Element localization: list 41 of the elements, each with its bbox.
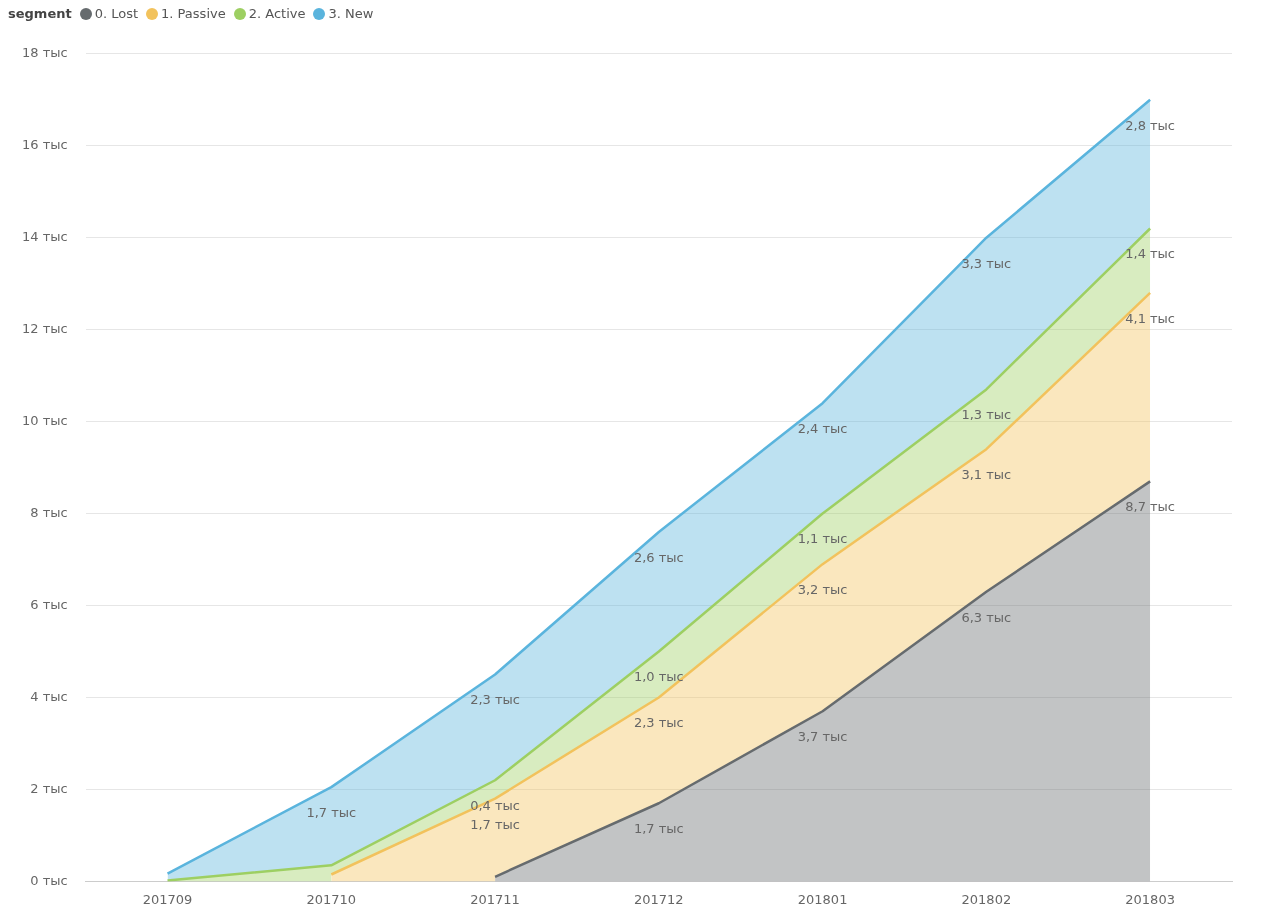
y-tick-label: 14 тыс bbox=[21, 229, 68, 245]
data-label: 8,7 тыс bbox=[1125, 499, 1176, 515]
x-tick-label: 201709 bbox=[142, 891, 193, 907]
data-label: 3,7 тыс bbox=[797, 729, 848, 745]
data-label: 2,3 тыс bbox=[470, 692, 520, 708]
y-tick-label: 2 тыс bbox=[30, 780, 68, 796]
x-tick-label: 201712 bbox=[634, 891, 684, 907]
data-label: 1,7 тыс bbox=[470, 816, 520, 832]
data-label: 3,3 тыс bbox=[961, 255, 1012, 271]
y-tick-label: 0 тыс bbox=[30, 872, 68, 888]
data-label: 1,4 тыс bbox=[1125, 246, 1176, 262]
y-tick-label: 8 тыс bbox=[30, 504, 68, 520]
y-tick-label: 12 тыс bbox=[21, 321, 68, 337]
x-tick-label: 201803 bbox=[1125, 891, 1175, 907]
y-tick-label: 18 тыс bbox=[21, 45, 68, 61]
data-label: 1,7 тыс bbox=[633, 821, 684, 837]
y-tick-label: 6 тыс bbox=[30, 596, 68, 612]
data-label: 3,2 тыс bbox=[797, 582, 848, 598]
legend-label: 0. Lost bbox=[94, 6, 139, 21]
data-label: 3,1 тыс bbox=[961, 467, 1012, 483]
data-label: 1,7 тыс bbox=[306, 805, 357, 821]
data-label: 4,1 тыс bbox=[1125, 310, 1176, 326]
legend-label: 3. New bbox=[328, 6, 374, 21]
x-tick-label: 201710 bbox=[306, 891, 357, 907]
x-tick-label: 201711 bbox=[470, 891, 520, 907]
data-label: 1,1 тыс bbox=[797, 531, 848, 547]
data-label: 2,8 тыс bbox=[1125, 117, 1176, 133]
legend-title: segment bbox=[8, 6, 72, 21]
data-label: 2,3 тыс bbox=[633, 715, 684, 731]
y-tick-label: 16 тыс bbox=[21, 137, 68, 153]
data-label: 2,4 тыс bbox=[797, 421, 848, 437]
y-tick-label: 4 тыс bbox=[30, 688, 68, 704]
y-tick-label: 10 тыс bbox=[21, 413, 68, 428]
data-label: 1,3 тыс bbox=[961, 407, 1012, 423]
x-tick-label: 201801 bbox=[797, 891, 848, 907]
data-label: 2,6 тыс bbox=[633, 549, 684, 565]
data-label: 1,0 тыс bbox=[633, 669, 684, 685]
x-tick-label: 201802 bbox=[961, 891, 1012, 907]
data-label: 6,3 тыс bbox=[961, 609, 1012, 625]
legend-label: 1. Passive bbox=[161, 6, 226, 21]
legend-label: 2. Active bbox=[248, 6, 306, 21]
